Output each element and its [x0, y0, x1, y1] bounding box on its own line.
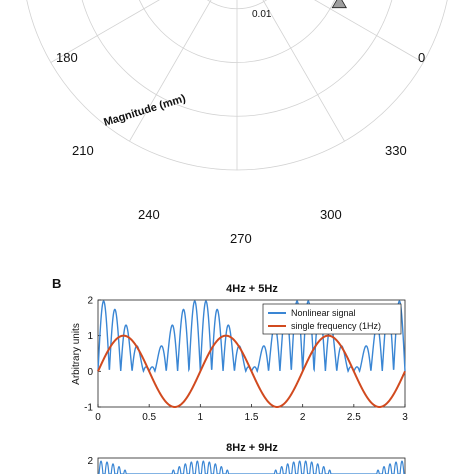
angle-label-210: 210: [72, 143, 94, 158]
line-plot-8-9: 8Hz + 9Hz 2: [87, 442, 406, 474]
signal-lines-8-9: [98, 460, 405, 474]
polar-plot: 180 0 210 330 240 300 270 0.01 Magnitude…: [26, 0, 448, 246]
legend-box: [262, 303, 402, 335]
y-tick-label: 2: [87, 296, 93, 307]
marker-triangle: [331, 0, 347, 9]
plot-frame-8-9: [97, 457, 406, 474]
polar-grid: [26, 0, 448, 171]
polar-spoke: [314, 0, 424, 63]
series-line-8-9: [98, 460, 405, 474]
polar-spoke: [129, 0, 212, 142]
legend: Nonlinear signal single frequency (1Hz): [262, 303, 402, 335]
series-line-single-frequency: [97, 334, 406, 408]
signal-lines-4-5: [97, 300, 406, 408]
radial-axis-label: Magnitude (mm): [102, 92, 187, 128]
x-tick-label: 2.5: [347, 412, 361, 423]
x-tick-label: 0: [95, 412, 101, 423]
y-tick-label: 0: [87, 367, 93, 378]
angle-label-330: 330: [385, 143, 407, 158]
polar-points: [331, 0, 347, 9]
y-tick-label-8-9: 2: [87, 456, 93, 467]
angle-label-270: 270: [230, 231, 252, 246]
y-tick-label: -1: [84, 403, 93, 414]
angle-label-180: 180: [56, 50, 78, 65]
x-tick-label: 2: [300, 412, 306, 423]
panel-label-b: B: [52, 276, 61, 291]
angle-label-240: 240: [138, 207, 160, 222]
plot-title-8-9: 8Hz + 9Hz: [226, 442, 278, 454]
x-tick-label: 1.5: [245, 412, 259, 423]
y-tick-label: 1: [87, 331, 93, 342]
polar-spoke: [262, 0, 345, 142]
x-tick-label: 3: [402, 412, 408, 423]
x-tick-label: 0.5: [142, 412, 156, 423]
angle-label-0: 0: [418, 50, 425, 65]
radial-tick-label: 0.01: [252, 9, 272, 20]
legend-label-nonlinear: Nonlinear signal: [291, 308, 356, 318]
angle-label-300: 300: [320, 207, 342, 222]
plot-title-4-5: 4Hz + 5Hz: [226, 283, 278, 295]
line-plot-4-5: B 4Hz + 5Hz Arbitrary units 0 0.5 1 1.5 2 2.5…: [52, 276, 408, 423]
polar-spoke: [50, 0, 160, 63]
x-tick-label: 1: [198, 412, 204, 423]
y-axis-label: Arbitrary units: [71, 323, 82, 385]
legend-label-single-frequency: single frequency (1Hz): [291, 321, 381, 331]
